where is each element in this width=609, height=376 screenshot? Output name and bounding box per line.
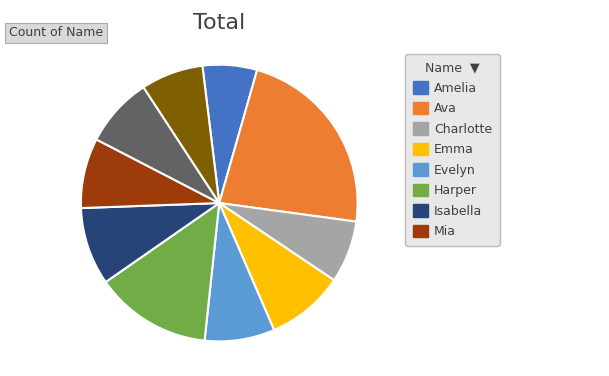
- Title: Total: Total: [193, 13, 245, 33]
- Wedge shape: [202, 65, 257, 203]
- Wedge shape: [81, 139, 219, 208]
- Wedge shape: [219, 203, 334, 330]
- Wedge shape: [205, 203, 274, 341]
- Wedge shape: [219, 70, 357, 221]
- Wedge shape: [105, 203, 219, 341]
- Wedge shape: [219, 203, 356, 280]
- Wedge shape: [144, 66, 219, 203]
- Wedge shape: [96, 87, 219, 203]
- Text: Count of Name: Count of Name: [9, 26, 104, 39]
- Legend: Amelia, Ava, Charlotte, Emma, Evelyn, Harper, Isabella, Mia: Amelia, Ava, Charlotte, Emma, Evelyn, Ha…: [406, 54, 500, 246]
- Wedge shape: [81, 203, 219, 282]
